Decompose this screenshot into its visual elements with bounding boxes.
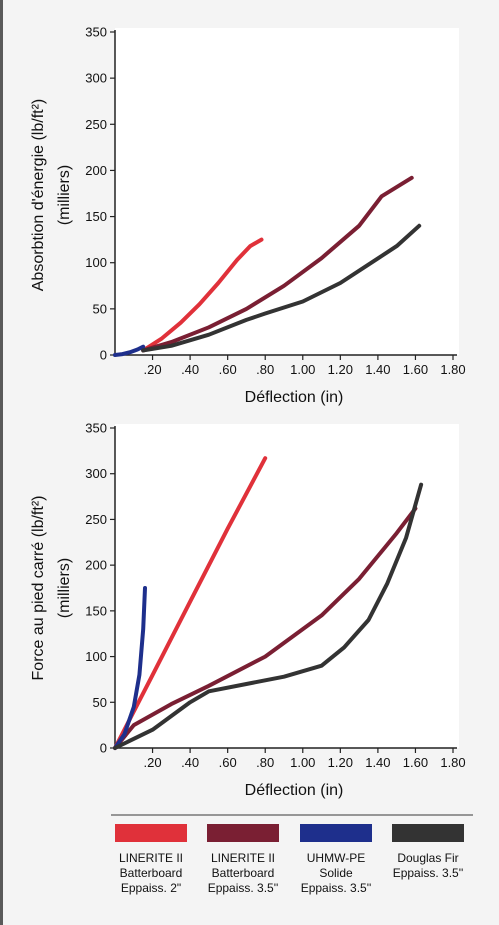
top-x-tick-label: 1.80 — [440, 362, 465, 377]
bottom-y-tick-label: 350 — [85, 421, 107, 436]
legend-label-uhmw: Eppaiss. 3.5'' — [301, 881, 372, 895]
legend-label-liner35: Batterboard — [212, 866, 275, 880]
top-y-tick-label: 100 — [85, 255, 107, 270]
top-series-uhmw — [113, 344, 146, 357]
bottom-x-axis-label: Déflection (in) — [245, 782, 344, 799]
legend-label-liner2: Batterboard — [120, 866, 183, 880]
top-series-liner2 — [141, 237, 264, 353]
bottom-x-tick-label: 1.20 — [328, 755, 353, 770]
top-y-axis-label: Absorbtion d'énergie (lb/ft²) — [30, 99, 47, 291]
top-x-tick-label: 1.40 — [365, 362, 390, 377]
bottom-series-liner2 — [113, 456, 268, 750]
bottom-y-tick-label: 0 — [100, 741, 107, 756]
legend-label-uhmw: Solide — [319, 866, 353, 880]
legend-swatch-fir — [392, 824, 464, 842]
charts-canvas: 0 50 100 150 200 250 300 350 .20 .40 .60 .80 1.00 1.2… — [30, 25, 473, 895]
legend-swatch-uhmw — [300, 824, 372, 842]
top-series-fir — [141, 223, 422, 353]
top-y-tick-label: 150 — [85, 209, 107, 224]
bottom-y-tick-label: 250 — [85, 512, 107, 527]
bottom-x-tick-label: 1.60 — [403, 755, 428, 770]
top-y-tick-label: 0 — [100, 348, 107, 363]
top-x-tick-label: .20 — [144, 362, 162, 377]
bottom-plot-area — [115, 424, 459, 748]
legend-label-liner35: LINERITE II — [211, 851, 275, 865]
bottom-series-liner35 — [113, 506, 418, 750]
legend-swatch-liner2 — [115, 824, 187, 842]
bottom-y-tick-label: 200 — [85, 558, 107, 573]
top-y-tick-label: 50 — [93, 301, 107, 316]
bottom-x-tick-label: 1.40 — [365, 755, 390, 770]
bottom-x-tick-label: .80 — [256, 755, 274, 770]
top-x-tick-label: 1.20 — [328, 362, 353, 377]
legend-label-liner35: Eppaiss. 3.5'' — [208, 881, 279, 895]
top-x-tick-label: .80 — [256, 362, 274, 377]
top-y-tick-label: 200 — [85, 163, 107, 178]
legend-label-fir: Eppaiss. 3.5'' — [393, 866, 464, 880]
top-y-axis-sublabel: (milliers) — [56, 165, 73, 225]
legend-label-liner2: Eppaiss. 2" — [121, 881, 181, 895]
top-y-tick-label: 300 — [85, 71, 107, 86]
top-x-tick-label: 1.00 — [290, 362, 315, 377]
legend-label-liner2: LINERITE II — [119, 851, 183, 865]
legend-label-fir: Douglas Fir — [397, 851, 458, 865]
bottom-x-tick-label: .20 — [144, 755, 162, 770]
top-series-liner35 — [141, 175, 414, 353]
top-x-tick-label: .60 — [219, 362, 237, 377]
bottom-y-tick-label: 300 — [85, 466, 107, 481]
bottom-x-tick-label: 1.80 — [440, 755, 465, 770]
top-x-tick-label: .40 — [181, 362, 199, 377]
bottom-x-tick-label: .60 — [219, 755, 237, 770]
legend-swatch-liner35 — [207, 824, 279, 842]
bottom-series-uhmw — [113, 586, 147, 750]
bottom-y-tick-label: 100 — [85, 649, 107, 664]
bottom-y-axis-sublabel: (milliers) — [56, 558, 73, 618]
bottom-series-fir — [113, 482, 424, 750]
bottom-y-tick-label: 150 — [85, 603, 107, 618]
top-x-tick-label: 1.60 — [403, 362, 428, 377]
bottom-x-tick-label: .40 — [181, 755, 199, 770]
top-y-tick-label: 350 — [85, 25, 107, 40]
top-y-tick-label: 250 — [85, 117, 107, 132]
bottom-x-tick-label: 1.00 — [290, 755, 315, 770]
legend-label-uhmw: UHMW-PE — [307, 851, 365, 865]
top-plot-area — [115, 28, 459, 355]
bottom-y-tick-label: 50 — [93, 695, 107, 710]
top-x-axis-label: Déflection (in) — [245, 389, 344, 406]
bottom-y-axis-label: Force au pied carré (lb/ft²) — [30, 496, 47, 681]
